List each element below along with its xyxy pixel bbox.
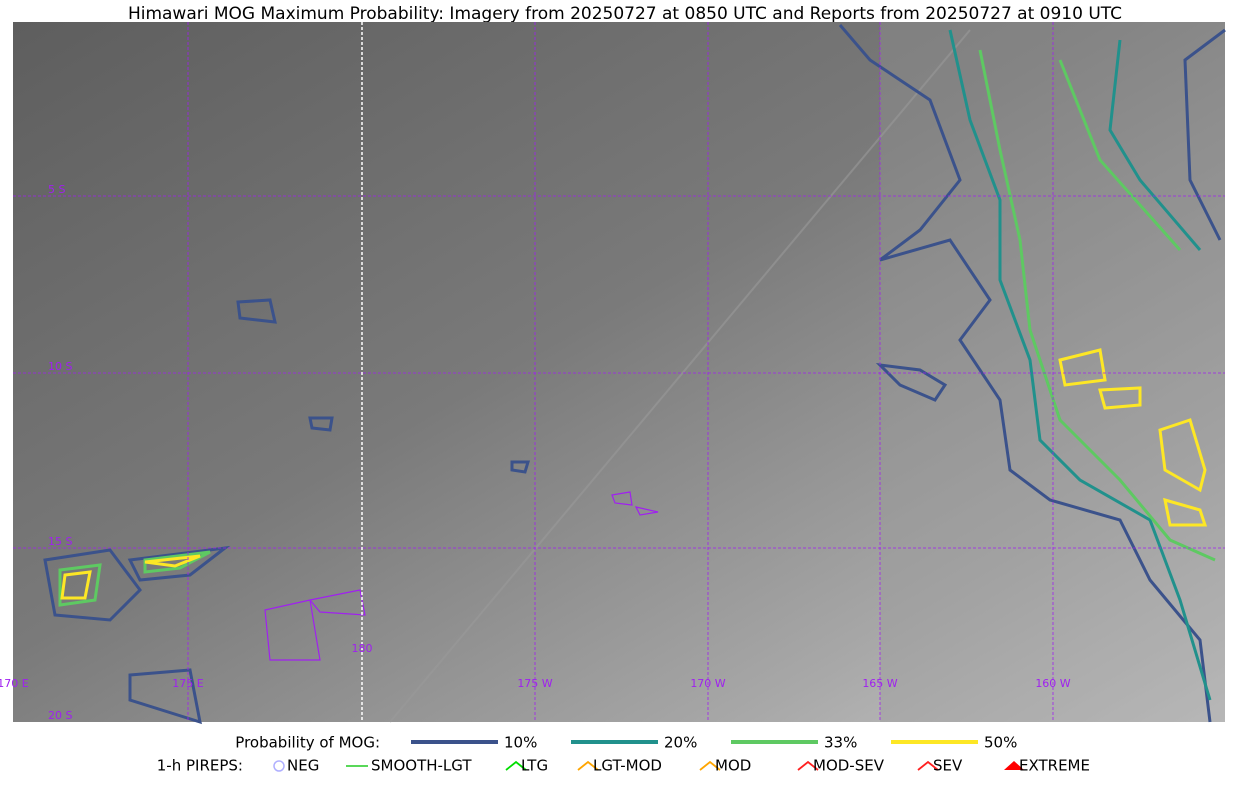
lon-label: 175 W <box>517 677 552 690</box>
pirep-label: MOD-SEV <box>813 757 885 775</box>
legend-label: 20% <box>664 734 697 752</box>
pirep-label: MOD <box>715 757 751 775</box>
lon-label: 175 E <box>172 677 203 690</box>
coastlines <box>264 491 659 661</box>
lon-label: 160 W <box>1035 677 1070 690</box>
pireps-title: 1-h PIREPS: <box>157 757 243 775</box>
pirep-label: LGT-MOD <box>593 757 662 775</box>
contour-33 <box>978 49 1216 562</box>
contour-10-isolated <box>236 298 948 474</box>
lon-label: 170 E <box>0 677 29 690</box>
legend: Probability of MOG: 10% 20% 33% 50% 1-h PIREP… <box>157 734 1090 775</box>
pirep-label: SEV <box>933 757 963 775</box>
pirep-icon <box>1004 761 1024 770</box>
contours <box>43 24 1226 725</box>
contour-10 <box>838 24 1226 723</box>
pirep-icon <box>917 760 939 771</box>
legend-label: 33% <box>824 734 857 752</box>
pirep-icon <box>505 760 527 771</box>
cloud-region <box>880 22 1225 722</box>
contour-50-west <box>60 554 201 600</box>
lat-label: 10 S <box>48 360 72 373</box>
pirep-icon <box>577 760 599 771</box>
lat-label: 15 S <box>48 535 72 548</box>
satellite-artifact <box>389 29 971 723</box>
lon-label: 180 <box>352 642 373 655</box>
lat-label: 5 S <box>48 183 65 196</box>
legend-label: 10% <box>504 734 537 752</box>
legend-title: Probability of MOG: <box>235 734 380 752</box>
pirep-label: NEG <box>287 757 319 775</box>
title: Himawari MOG Maximum Probability: Imager… <box>128 4 1122 24</box>
graticule: 5 S 10 S 15 S 20 S 170 E 175 E 180 175 W 170 W 16… <box>0 22 1225 722</box>
pirep-label: EXTREME <box>1019 757 1090 775</box>
legend-label: 50% <box>984 734 1017 752</box>
contour-20 <box>948 29 1212 701</box>
pirep-label: SMOOTH-LGT <box>371 757 472 775</box>
pirep-icon <box>699 760 721 771</box>
lat-label: 20 S <box>48 709 72 722</box>
contour-50 <box>1058 348 1208 527</box>
pirep-label: LTG <box>521 757 548 775</box>
pirep-icon <box>273 760 285 772</box>
pirep-icon <box>797 760 819 771</box>
lon-label: 170 W <box>690 677 725 690</box>
lon-label: 165 W <box>862 677 897 690</box>
satellite-imagery <box>13 22 1225 722</box>
contour-10-west <box>43 545 231 725</box>
